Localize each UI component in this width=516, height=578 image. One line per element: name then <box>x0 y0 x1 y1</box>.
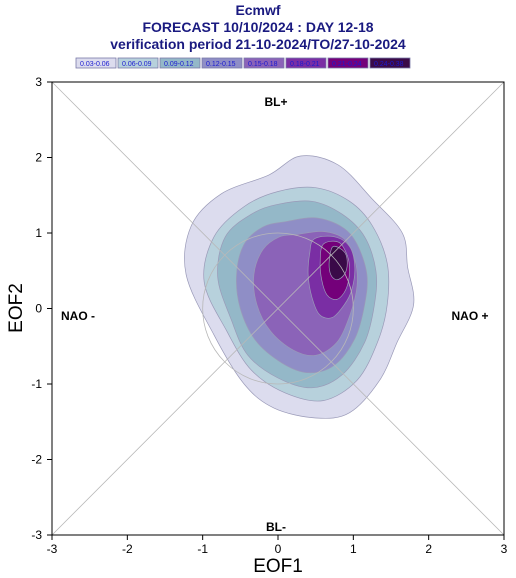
regime-label-left: NAO - <box>61 309 95 323</box>
unit-circle <box>202 232 354 385</box>
y-tick-label: 3 <box>35 75 42 89</box>
regime-label-top: BL+ <box>264 95 287 109</box>
legend-swatch <box>243 57 285 69</box>
legend-label: 0.03-0.06 <box>80 61 110 68</box>
y-tick-label: 1 <box>35 226 42 240</box>
x-tick-label: 0 <box>275 542 282 556</box>
y-tick-label: -3 <box>31 528 42 542</box>
plot-area: -3 -2 -1 0 1 2 3 -3 -2 -1 0 1 2 3 <box>31 75 507 556</box>
legend-swatch <box>327 57 369 69</box>
guide-lines <box>51 81 505 536</box>
x-tick-label: -1 <box>197 542 208 556</box>
legend-swatch <box>159 57 201 69</box>
legend-swatch <box>201 57 243 69</box>
legend-label: 0.09-0.12 <box>164 61 194 68</box>
legend-label: 0.15-0.18 <box>248 61 278 68</box>
chart-title-line-3: verification period 21-10-2024/TO/27-10-… <box>110 36 406 52</box>
legend-swatch <box>285 57 327 69</box>
regime-label-right: NAO + <box>451 309 488 323</box>
y-tick-label: 0 <box>35 302 42 316</box>
x-tick-label: -2 <box>122 542 133 556</box>
regime-label-bottom: BL- <box>266 520 286 534</box>
x-tick-label: 3 <box>501 542 508 556</box>
legend-label: 0.21-0.24 <box>332 61 362 68</box>
axis-ticks: -3 -2 -1 0 1 2 3 -3 -2 -1 0 1 2 3 <box>31 75 507 556</box>
y-tick-label: 2 <box>35 151 42 165</box>
legend-swatch <box>75 57 117 69</box>
x-tick-label: 2 <box>425 542 432 556</box>
y-tick-label: -2 <box>31 453 42 467</box>
diagonal-line-2 <box>51 81 505 536</box>
legend-label: 0.24-0.38 <box>374 61 404 68</box>
legend-swatch <box>369 57 411 69</box>
legend-label: 0.12-0.15 <box>206 61 236 68</box>
x-tick-label: 1 <box>350 542 357 556</box>
y-axis-label: EOF2 <box>6 283 27 333</box>
chart-title-line-1: Ecmwf <box>235 2 280 18</box>
legend-label: 0.06-0.09 <box>122 61 152 68</box>
legend-label: 0.18-0.21 <box>290 61 320 68</box>
x-tick-label: -3 <box>47 542 58 556</box>
y-tick-label: -1 <box>31 377 42 391</box>
chart-title-line-2: FORECAST 10/10/2024 : DAY 12-18 <box>142 19 373 35</box>
legend: 0.03-0.06 0.06-0.09 0.09-0.12 0.12-0.15 0.15… <box>75 57 411 69</box>
legend-swatch <box>117 57 159 69</box>
x-axis-label: EOF1 <box>253 556 303 577</box>
